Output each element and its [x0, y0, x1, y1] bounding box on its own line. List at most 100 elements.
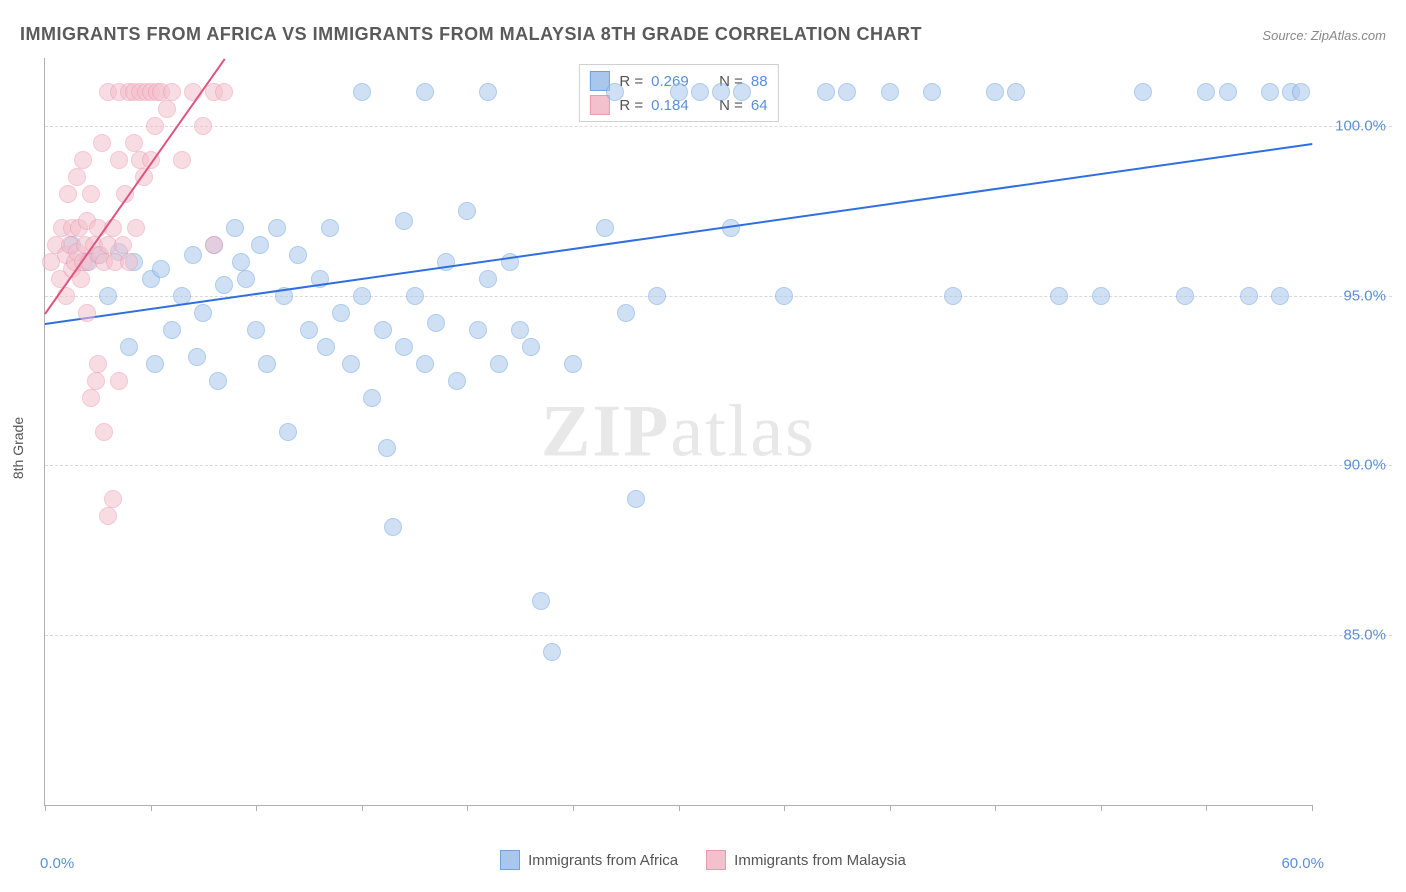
legend-swatch	[589, 71, 609, 91]
data-point	[247, 321, 265, 339]
data-point	[279, 423, 297, 441]
n-value: 64	[751, 97, 768, 114]
data-point	[321, 219, 339, 237]
data-point	[89, 355, 107, 373]
data-point	[127, 219, 145, 237]
data-point	[395, 338, 413, 356]
data-point	[142, 270, 160, 288]
x-tick	[362, 805, 363, 811]
data-point	[93, 134, 111, 152]
y-tick-label: 90.0%	[1343, 457, 1386, 474]
x-tick	[467, 805, 468, 811]
data-point	[1271, 287, 1289, 305]
data-point	[648, 287, 666, 305]
data-point	[215, 83, 233, 101]
x-tick	[995, 805, 996, 811]
data-point	[70, 219, 88, 237]
data-point	[522, 338, 540, 356]
legend-row: R =0.269N =88	[589, 69, 767, 93]
x-tick	[1312, 805, 1313, 811]
source-label: Source:	[1262, 28, 1307, 43]
data-point	[74, 151, 92, 169]
data-point	[173, 151, 191, 169]
legend-row: R =0.184N =64	[589, 93, 767, 117]
gridline	[45, 465, 1392, 466]
data-point	[395, 212, 413, 230]
data-point	[775, 287, 793, 305]
data-point	[68, 168, 86, 186]
data-point	[448, 372, 466, 390]
chart-title: IMMIGRANTS FROM AFRICA VS IMMIGRANTS FRO…	[20, 24, 922, 45]
legend-item: Immigrants from Africa	[500, 850, 678, 870]
data-point	[63, 236, 81, 254]
data-point	[152, 260, 170, 278]
r-label: R =	[619, 97, 643, 114]
data-point	[232, 253, 250, 271]
data-point	[194, 117, 212, 135]
data-point	[110, 83, 128, 101]
data-point	[1292, 83, 1310, 101]
trend-line	[45, 143, 1312, 325]
data-point	[47, 236, 65, 254]
x-tick	[1101, 805, 1102, 811]
series-legend: Immigrants from Africa Immigrants from Ma…	[0, 850, 1406, 870]
data-point	[416, 355, 434, 373]
data-point	[142, 83, 160, 101]
data-point	[332, 304, 350, 322]
legend-label: Immigrants from Malaysia	[734, 852, 906, 869]
data-point	[99, 507, 117, 525]
data-point	[479, 270, 497, 288]
data-point	[543, 643, 561, 661]
data-point	[63, 219, 81, 237]
data-point	[184, 246, 202, 264]
data-point	[617, 304, 635, 322]
data-point	[817, 83, 835, 101]
data-point	[1197, 83, 1215, 101]
gridline	[45, 126, 1392, 127]
data-point	[1240, 287, 1258, 305]
n-label: N =	[719, 73, 743, 90]
source-attribution: Source: ZipAtlas.com	[1262, 28, 1386, 43]
chart-container: 8th Grade ZIPatlas R =0.269N =88R =0.184…	[44, 58, 1392, 838]
data-point	[104, 490, 122, 508]
data-point	[95, 423, 113, 441]
r-value: 0.269	[651, 73, 703, 90]
data-point	[1050, 287, 1068, 305]
data-point	[1282, 83, 1300, 101]
data-point	[1219, 83, 1237, 101]
data-point	[564, 355, 582, 373]
y-tick-label: 85.0%	[1343, 627, 1386, 644]
x-tick	[256, 805, 257, 811]
y-tick-label: 100.0%	[1335, 117, 1386, 134]
data-point	[61, 236, 79, 254]
data-point	[317, 338, 335, 356]
n-value: 88	[751, 73, 768, 90]
data-point	[163, 321, 181, 339]
data-point	[944, 287, 962, 305]
data-point	[137, 83, 155, 101]
data-point	[125, 83, 143, 101]
watermark: ZIPatlas	[541, 389, 816, 474]
data-point	[923, 83, 941, 101]
x-tick	[151, 805, 152, 811]
correlation-legend: R =0.269N =88R =0.184N =64	[578, 64, 778, 122]
r-value: 0.184	[651, 97, 703, 114]
data-point	[1134, 83, 1152, 101]
data-point	[226, 219, 244, 237]
data-point	[57, 246, 75, 264]
y-axis-label: 8th Grade	[10, 417, 26, 479]
data-point	[881, 83, 899, 101]
data-point	[110, 243, 128, 261]
data-point	[53, 219, 71, 237]
data-point	[205, 236, 223, 254]
plot-area: ZIPatlas R =0.269N =88R =0.184N =64	[44, 58, 1312, 806]
legend-swatch	[589, 95, 609, 115]
data-point	[458, 202, 476, 220]
data-point	[406, 287, 424, 305]
data-point	[42, 253, 60, 271]
data-point	[146, 117, 164, 135]
data-point	[82, 185, 100, 203]
data-point	[532, 592, 550, 610]
data-point	[209, 372, 227, 390]
legend-swatch	[706, 850, 726, 870]
